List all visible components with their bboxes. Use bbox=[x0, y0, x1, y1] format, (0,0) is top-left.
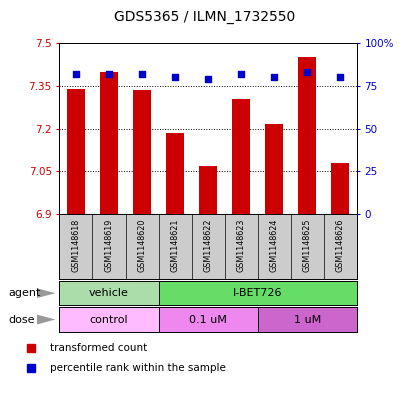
Text: GSM1148625: GSM1148625 bbox=[302, 219, 311, 272]
Text: transformed count: transformed count bbox=[50, 343, 147, 353]
Point bbox=[106, 71, 112, 77]
Text: 0.1 uM: 0.1 uM bbox=[189, 314, 227, 325]
Point bbox=[237, 71, 244, 77]
Bar bbox=[59, 281, 158, 305]
Bar bbox=[231, 99, 249, 214]
Point bbox=[138, 71, 145, 77]
Point bbox=[204, 76, 211, 82]
Text: GSM1148621: GSM1148621 bbox=[170, 219, 179, 272]
Point bbox=[72, 71, 79, 77]
Text: dose: dose bbox=[8, 314, 35, 325]
Bar bbox=[133, 90, 151, 214]
Bar bbox=[257, 307, 356, 332]
Text: GSM1148624: GSM1148624 bbox=[269, 219, 278, 272]
Bar bbox=[166, 133, 184, 214]
Text: GSM1148620: GSM1148620 bbox=[137, 219, 146, 272]
Text: GSM1148626: GSM1148626 bbox=[335, 219, 344, 272]
Text: GSM1148619: GSM1148619 bbox=[104, 219, 113, 272]
Bar bbox=[158, 307, 257, 332]
Bar bbox=[67, 89, 85, 214]
Text: vehicle: vehicle bbox=[89, 288, 128, 298]
Text: I-BET726: I-BET726 bbox=[232, 288, 282, 298]
Point bbox=[303, 69, 310, 75]
Bar bbox=[158, 281, 356, 305]
Bar bbox=[330, 163, 348, 214]
Bar bbox=[198, 166, 217, 214]
Polygon shape bbox=[37, 314, 55, 325]
Bar bbox=[264, 125, 283, 214]
Text: GSM1148622: GSM1148622 bbox=[203, 219, 212, 272]
Text: percentile rank within the sample: percentile rank within the sample bbox=[50, 363, 226, 373]
Text: GSM1148623: GSM1148623 bbox=[236, 219, 245, 272]
Bar bbox=[100, 72, 118, 214]
Bar bbox=[297, 57, 315, 214]
Bar bbox=[59, 307, 158, 332]
Point bbox=[270, 74, 277, 81]
Point bbox=[171, 74, 178, 81]
Text: agent: agent bbox=[8, 288, 40, 298]
Text: 1 uM: 1 uM bbox=[293, 314, 320, 325]
Text: control: control bbox=[90, 314, 128, 325]
Text: GSM1148618: GSM1148618 bbox=[71, 219, 80, 272]
Polygon shape bbox=[37, 288, 55, 298]
Text: GDS5365 / ILMN_1732550: GDS5365 / ILMN_1732550 bbox=[114, 10, 295, 24]
Point bbox=[336, 74, 343, 81]
